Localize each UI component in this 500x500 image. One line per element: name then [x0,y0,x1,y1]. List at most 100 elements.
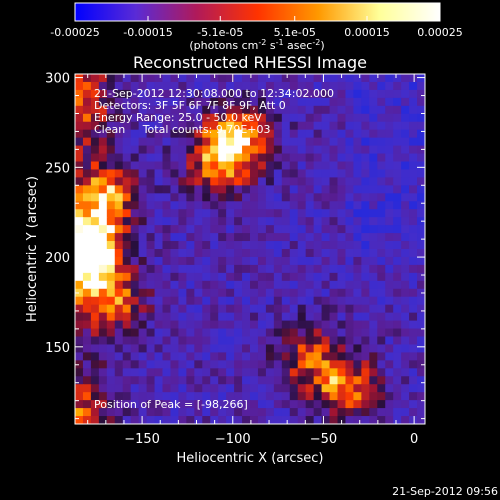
heatmap-cell [321,233,331,242]
heatmap-cell [154,312,164,322]
heatmap-cell [401,304,410,314]
heatmap-cell [178,344,187,354]
heatmap-cell [98,153,108,163]
annotation-clean-counts: Clean Total counts: 9.79E+03 [94,123,271,136]
heatmap-cell [138,193,148,202]
heatmap-cell [345,177,355,186]
heatmap-cell [353,89,362,99]
heatmap-cell [106,400,116,409]
heatmap-cell [361,320,370,330]
heatmap-cell [250,288,259,298]
heatmap-cell [210,304,219,314]
heatmap-cell [337,344,347,354]
heatmap-cell [210,121,219,131]
heatmap-cell [345,312,355,322]
heatmap-cell [226,304,235,314]
heatmap-cell [377,97,386,107]
heatmap-cell [114,288,124,298]
heatmap-cell [401,352,410,361]
heatmap-cell [250,416,259,424]
heatmap-cell [329,241,339,250]
heatmap-cell [369,177,378,186]
heatmap-cell [162,217,172,226]
heatmap-cell [257,352,267,361]
heatmap-cell [361,105,370,115]
heatmap-cell [98,328,108,338]
heatmap-cell [82,360,92,369]
heatmap-cell [178,400,187,409]
heatmap-cell [385,368,394,377]
heatmap-cell [234,368,243,377]
heatmap-cell [417,241,425,250]
heatmap-cell [417,153,425,163]
heatmap-cell [202,288,211,298]
heatmap-cell [186,336,195,346]
heatmap-cell [98,392,108,401]
heatmap-cell [289,74,299,83]
heatmap-cell [82,376,92,385]
heatmap-cell [281,137,291,147]
heatmap-cell [90,177,100,186]
heatmap-cell [385,121,394,131]
heatmap-cell [337,376,347,385]
heatmap-cell [154,105,164,115]
heatmap-cell [393,121,402,131]
heatmap-cell [393,328,402,338]
heatmap-cell [98,233,108,242]
heatmap-cell [106,384,116,393]
heatmap-cell [82,392,92,401]
heatmap-cell [114,145,124,155]
heatmap-cell [313,400,323,409]
heatmap-cell [345,153,355,163]
heatmap-cell [337,368,347,377]
heatmap-cell [75,177,84,186]
heatmap-cell [250,352,259,361]
heatmap-cell [210,105,219,115]
heatmap-cell [297,169,307,179]
heatmap-cell [393,201,402,210]
heatmap-cell [130,89,140,99]
heatmap-cell [90,241,100,250]
heatmap-cell [186,304,195,314]
heatmap-cell [337,89,347,99]
heatmap-cell [329,368,339,377]
heatmap-cell [305,193,315,202]
heatmap-cell [385,193,394,202]
heatmap-cell [393,320,402,330]
heatmap-cell [75,233,84,242]
heatmap-cell [146,264,156,274]
heatmap-cell [162,201,172,210]
heatmap-cell [353,113,362,123]
heatmap-cell [122,288,132,298]
heatmap-cell [250,74,259,83]
heatmap-cell [90,320,100,330]
heatmap-cell [218,272,227,282]
heatmap-cell [122,416,132,424]
heatmap-cell [305,74,315,83]
heatmap-cell [329,105,339,115]
heatmap-cell [321,368,331,377]
heatmap-cell [146,344,156,354]
heatmap-cell [186,352,195,361]
heatmap-cell [130,328,140,338]
heatmap-cell [313,177,323,186]
heatmap-cell [170,81,180,91]
heatmap-cell [321,105,331,115]
heatmap-cell [337,352,347,361]
heatmap-cell [178,89,187,99]
heatmap-cell [250,233,259,242]
heatmap-cell [154,336,164,346]
heatmap-cell [82,312,92,322]
heatmap-cell [257,97,267,107]
heatmap-cell [417,105,425,115]
heatmap-cell [369,288,378,298]
heatmap-cell [75,368,84,377]
heatmap-cell [377,272,386,282]
heatmap-cell [162,264,172,274]
heatmap-cell [273,105,283,115]
heatmap-cell [329,280,339,290]
heatmap-cell [138,153,148,163]
heatmap-cell [178,416,187,424]
heatmap-cell [289,153,299,163]
heatmap-cell [257,288,267,298]
